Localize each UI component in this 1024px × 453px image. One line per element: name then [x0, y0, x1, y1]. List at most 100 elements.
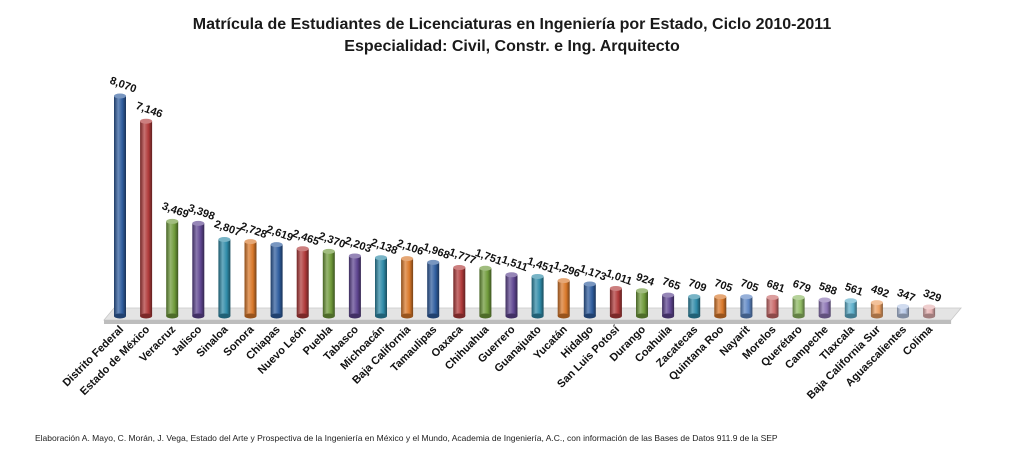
- value-label: 329: [921, 287, 942, 305]
- bar-top: [322, 248, 335, 254]
- bar: [427, 259, 440, 319]
- bar-top: [636, 288, 648, 294]
- value-label: 2,203: [343, 235, 373, 256]
- bar: [740, 294, 753, 319]
- floor-front: [104, 320, 952, 324]
- bar-body: [557, 280, 570, 316]
- bar: [662, 292, 675, 319]
- bar: [897, 304, 909, 319]
- bar-base: [662, 313, 675, 319]
- bar-base: [375, 313, 387, 319]
- bar: [453, 265, 466, 319]
- bar-base: [453, 313, 466, 319]
- value-label: 1,451: [526, 255, 556, 276]
- bar-top: [296, 246, 309, 252]
- bar-top: [531, 273, 544, 279]
- value-label: 588: [817, 280, 838, 298]
- value-label: 924: [634, 271, 656, 289]
- bar-top: [740, 294, 753, 300]
- bar-body: [688, 296, 701, 316]
- value-label: 7,146: [134, 100, 164, 121]
- value-label: 492: [869, 283, 890, 301]
- bar-body: [766, 297, 779, 316]
- bar: [192, 220, 205, 319]
- bar-base: [923, 313, 936, 319]
- value-label: 3,398: [186, 202, 216, 223]
- bar-top: [166, 218, 179, 224]
- bar: [218, 236, 231, 319]
- bar-base: [348, 313, 361, 319]
- bar-body: [427, 262, 440, 316]
- bar: [714, 294, 727, 319]
- bar-base: [192, 313, 205, 319]
- bar: [923, 304, 936, 319]
- bar-top: [870, 300, 883, 306]
- value-label: 561: [843, 281, 864, 299]
- value-label: 3,469: [160, 200, 190, 221]
- bar-body: [375, 257, 387, 316]
- bar-body: [531, 276, 544, 316]
- bar-base: [479, 313, 492, 319]
- bar-top: [270, 242, 283, 248]
- bar-top: [114, 93, 126, 99]
- bar: [270, 242, 283, 319]
- bar-body: [923, 307, 936, 316]
- bar-base: [583, 313, 596, 319]
- bar: [140, 118, 153, 319]
- bar-base: [636, 313, 648, 319]
- bar-body: [609, 288, 622, 316]
- bar-top: [401, 256, 414, 262]
- value-label: 2,619: [265, 223, 295, 244]
- bar-base: [140, 313, 153, 319]
- bar-body: [114, 96, 126, 316]
- bar-body: [505, 274, 518, 316]
- bar-body: [897, 306, 909, 316]
- value-label: 681: [765, 278, 786, 296]
- bar: [166, 218, 179, 319]
- bar-top: [192, 220, 205, 226]
- bar-top: [583, 281, 596, 287]
- category-label: Colima: [901, 323, 936, 358]
- bar-top: [453, 265, 466, 271]
- bar: [688, 294, 701, 319]
- bar-base: [792, 313, 805, 319]
- bar-top: [557, 278, 570, 284]
- bar-body: [714, 296, 727, 316]
- value-label: 2,465: [291, 228, 321, 249]
- bar-top: [792, 294, 805, 300]
- bar-base: [766, 313, 779, 319]
- bar-top: [244, 239, 257, 245]
- bar-base: [557, 313, 570, 319]
- bar-top: [662, 292, 675, 298]
- bar-base: [296, 313, 309, 319]
- bar: [401, 256, 414, 319]
- bar-body: [218, 239, 231, 316]
- chart-title: Matrícula de Estudiantes de Licenciatura…: [192, 16, 832, 33]
- value-label: 2,370: [317, 230, 347, 251]
- bar-body: [244, 241, 257, 316]
- value-label: 1,968: [421, 241, 451, 262]
- bar-body: [870, 302, 883, 316]
- bar: [870, 300, 883, 319]
- bar-body: [662, 295, 675, 316]
- bar: [583, 281, 596, 319]
- bar-body: [818, 299, 831, 316]
- value-label: 347: [895, 287, 916, 305]
- bar-top: [766, 294, 779, 300]
- bar-base: [844, 313, 857, 319]
- bar-base: [897, 313, 909, 319]
- value-label: 1,511: [500, 254, 529, 274]
- value-label: 679: [791, 278, 812, 296]
- bar-base: [166, 313, 179, 319]
- bar-base: [818, 313, 831, 319]
- bar-top: [923, 304, 936, 310]
- bar-top: [427, 259, 440, 265]
- bar-top: [844, 298, 857, 304]
- bar-base: [714, 313, 727, 319]
- bar: [766, 294, 779, 319]
- bar-base: [218, 313, 231, 319]
- bar-body: [583, 284, 596, 316]
- bar-base: [870, 313, 883, 319]
